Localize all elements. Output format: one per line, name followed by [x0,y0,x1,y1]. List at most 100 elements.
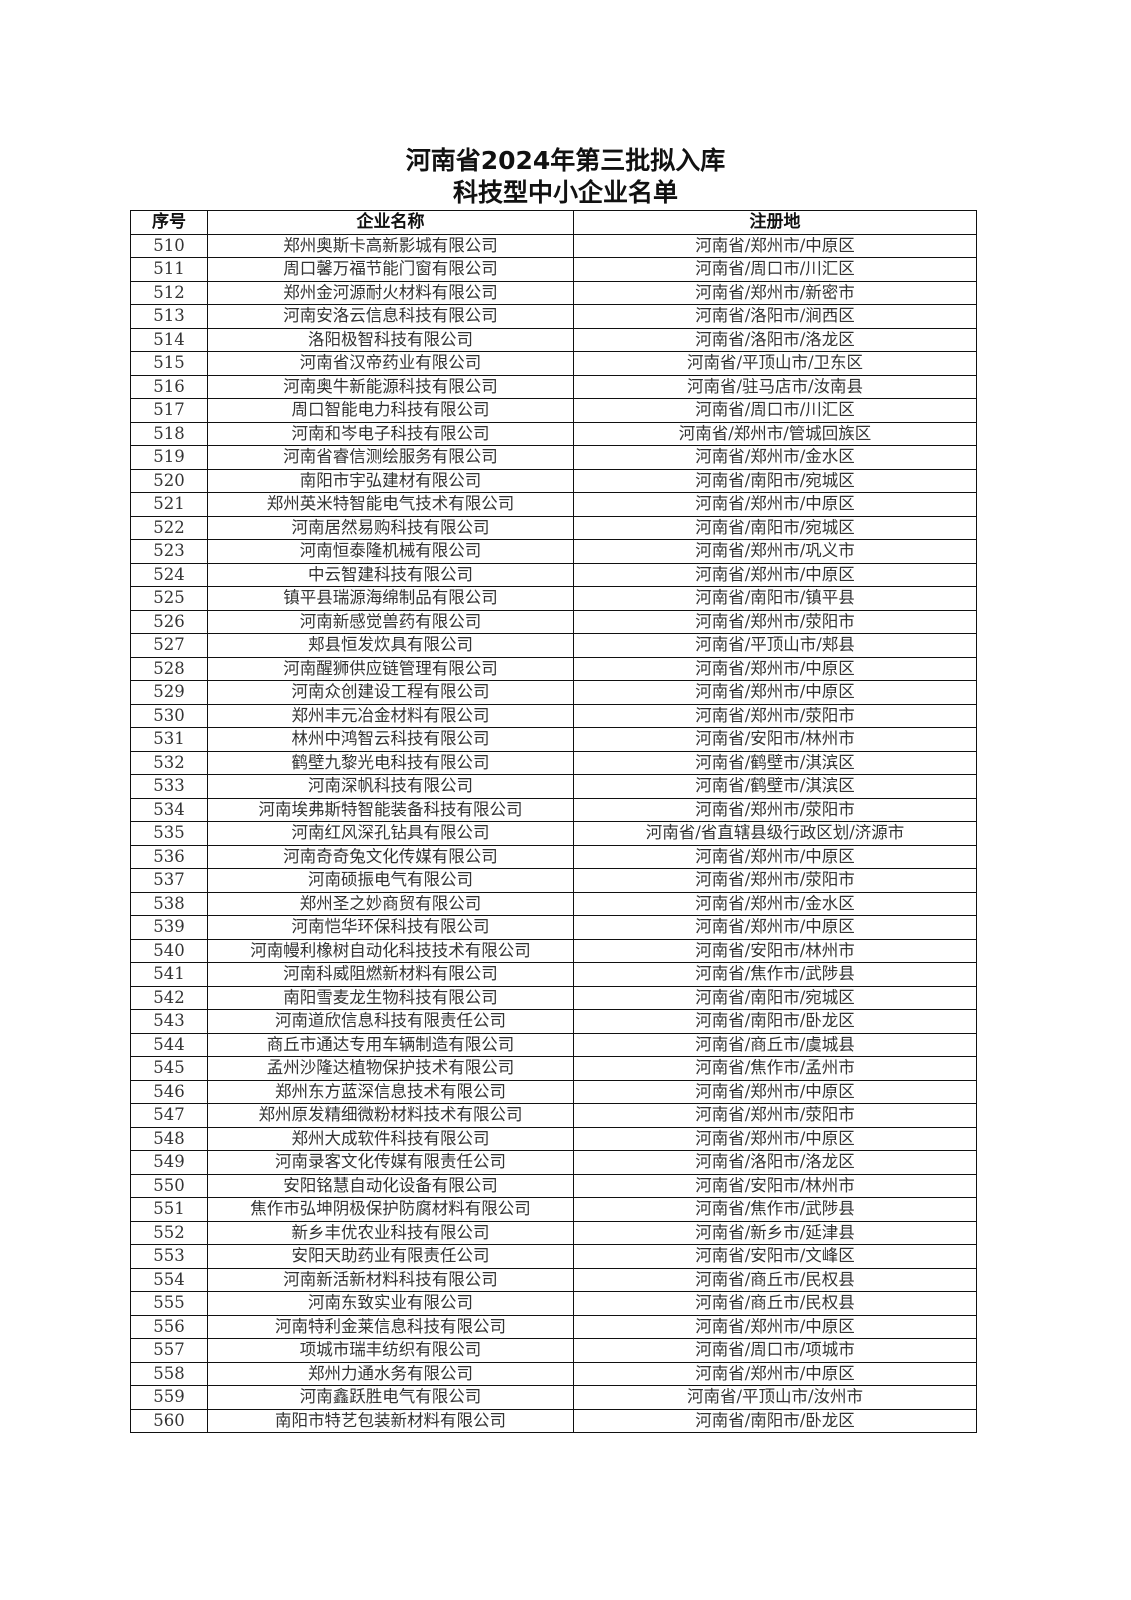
cell-seq: 523 [130,539,208,564]
cell-registered-location: 河南省/南阳市/卧龙区 [573,1009,977,1034]
cell-company-name: 孟州沙隆达植物保护技术有限公司 [207,1056,574,1081]
table-row: 536 河南奇奇兔文化传媒有限公司 河南省/郑州市/中原区 [130,844,977,869]
table-row: 521 郑州英米特智能电气技术有限公司 河南省/郑州市/中原区 [130,492,977,517]
cell-company-name: 河南东致实业有限公司 [207,1291,574,1316]
table-row: 547 郑州原发精细微粉材料技术有限公司 河南省/郑州市/荥阳市 [130,1103,977,1128]
cell-company-name: 郑州奥斯卡高新影城有限公司 [207,233,574,258]
cell-company-name: 周口馨万福节能门窗有限公司 [207,257,574,282]
cell-registered-location: 河南省/南阳市/宛城区 [573,468,977,493]
cell-registered-location: 河南省/郑州市/中原区 [573,915,977,940]
table-header-row: 序号 企业名称 注册地 [130,210,977,235]
cell-seq: 537 [130,868,208,893]
table-row: 526 河南新感觉兽药有限公司 河南省/郑州市/荥阳市 [130,609,977,634]
cell-registered-location: 河南省/商丘市/民权县 [573,1291,977,1316]
table-row: 529 河南众创建设工程有限公司 河南省/郑州市/中原区 [130,680,977,705]
table-row: 543 河南道欣信息科技有限责任公司 河南省/南阳市/卧龙区 [130,1009,977,1034]
cell-registered-location: 河南省/平顶山市/汝州市 [573,1385,977,1410]
cell-seq: 513 [130,304,208,329]
cell-registered-location: 河南省/郑州市/荥阳市 [573,868,977,893]
cell-registered-location: 河南省/郑州市/管城回族区 [573,421,977,446]
cell-seq: 552 [130,1220,208,1245]
cell-seq: 516 [130,374,208,399]
cell-company-name: 林州中鸿智云科技有限公司 [207,727,574,752]
cell-company-name: 河南众创建设工程有限公司 [207,680,574,705]
cell-company-name: 河南鑫跃胜电气有限公司 [207,1385,574,1410]
cell-registered-location: 河南省/南阳市/镇平县 [573,586,977,611]
cell-company-name: 河南和岑电子科技有限公司 [207,421,574,446]
cell-registered-location: 河南省/安阳市/林州市 [573,938,977,963]
cell-seq: 522 [130,515,208,540]
cell-company-name: 焦作市弘坤阴极保护防腐材料有限公司 [207,1197,574,1222]
cell-seq: 519 [130,445,208,470]
table-row: 530 郑州丰元冶金材料有限公司 河南省/郑州市/荥阳市 [130,703,977,728]
table-row: 559 河南鑫跃胜电气有限公司 河南省/平顶山市/汝州市 [130,1385,977,1410]
table-row: 540 河南幔利橡树自动化科技技术有限公司 河南省/安阳市/林州市 [130,938,977,963]
table-row: 513 河南安洛云信息科技有限公司 河南省/洛阳市/涧西区 [130,304,977,329]
cell-seq: 544 [130,1032,208,1057]
cell-seq: 533 [130,774,208,799]
cell-seq: 554 [130,1267,208,1292]
table-row: 552 新乡丰优农业科技有限公司 河南省/新乡市/延津县 [130,1220,977,1245]
cell-seq: 511 [130,257,208,282]
cell-registered-location: 河南省/郑州市/中原区 [573,844,977,869]
cell-company-name: 河南硕振电气有限公司 [207,868,574,893]
cell-seq: 541 [130,962,208,987]
cell-seq: 525 [130,586,208,611]
header-company-name: 企业名称 [207,210,574,235]
table-row: 533 河南深帆科技有限公司 河南省/鹤壁市/淇滨区 [130,774,977,799]
cell-registered-location: 河南省/南阳市/宛城区 [573,985,977,1010]
cell-company-name: 河南居然易购科技有限公司 [207,515,574,540]
table-row: 527 郏县恒发炊具有限公司 河南省/平顶山市/郏县 [130,633,977,658]
cell-registered-location: 河南省/安阳市/林州市 [573,727,977,752]
table-row: 512 郑州金河源耐火材料有限公司 河南省/郑州市/新密市 [130,280,977,305]
header-registered-location: 注册地 [573,210,977,235]
cell-seq: 538 [130,891,208,916]
table-row: 558 郑州力通水务有限公司 河南省/郑州市/中原区 [130,1361,977,1386]
cell-seq: 543 [130,1009,208,1034]
cell-company-name: 河南新活新材料科技有限公司 [207,1267,574,1292]
cell-registered-location: 河南省/郑州市/荥阳市 [573,703,977,728]
table-row: 534 河南埃弗斯特智能装备科技有限公司 河南省/郑州市/荥阳市 [130,797,977,822]
cell-seq: 531 [130,727,208,752]
cell-registered-location: 河南省/驻马店市/汝南县 [573,374,977,399]
cell-registered-location: 河南省/郑州市/巩义市 [573,539,977,564]
cell-seq: 539 [130,915,208,940]
cell-company-name: 河南省睿信测绘服务有限公司 [207,445,574,470]
cell-company-name: 河南深帆科技有限公司 [207,774,574,799]
table-row: 549 河南录客文化传媒有限责任公司 河南省/洛阳市/洛龙区 [130,1150,977,1175]
cell-company-name: 周口智能电力科技有限公司 [207,398,574,423]
cell-registered-location: 河南省/郑州市/中原区 [573,492,977,517]
cell-registered-location: 河南省/新乡市/延津县 [573,1220,977,1245]
document-title-line1: 河南省2024年第三批拟入库 [405,146,726,175]
cell-company-name: 河南科威阻燃新材料有限公司 [207,962,574,987]
table-row: 537 河南硕振电气有限公司 河南省/郑州市/荥阳市 [130,868,977,893]
cell-company-name: 商丘市通达专用车辆制造有限公司 [207,1032,574,1057]
cell-registered-location: 河南省/郑州市/中原区 [573,1079,977,1104]
cell-seq: 520 [130,468,208,493]
cell-seq: 540 [130,938,208,963]
cell-registered-location: 河南省/郑州市/中原区 [573,562,977,587]
table-row: 532 鹤壁九黎光电科技有限公司 河南省/鹤壁市/淇滨区 [130,750,977,775]
cell-seq: 542 [130,985,208,1010]
cell-company-name: 河南新感觉兽药有限公司 [207,609,574,634]
cell-registered-location: 河南省/省直辖县级行政区划/济源市 [573,821,977,846]
cell-company-name: 郑州原发精细微粉材料技术有限公司 [207,1103,574,1128]
cell-registered-location: 河南省/周口市/项城市 [573,1338,977,1363]
table-row: 556 河南特利金莱信息科技有限公司 河南省/郑州市/中原区 [130,1314,977,1339]
document-title-line2: 科技型中小企业名单 [452,178,678,207]
cell-seq: 556 [130,1314,208,1339]
cell-seq: 521 [130,492,208,517]
cell-company-name: 郏县恒发炊具有限公司 [207,633,574,658]
cell-seq: 559 [130,1385,208,1410]
cell-seq: 553 [130,1244,208,1269]
cell-seq: 560 [130,1408,208,1433]
cell-company-name: 河南道欣信息科技有限责任公司 [207,1009,574,1034]
cell-registered-location: 河南省/郑州市/新密市 [573,280,977,305]
cell-registered-location: 河南省/鹤壁市/淇滨区 [573,750,977,775]
cell-registered-location: 河南省/郑州市/金水区 [573,445,977,470]
table-body: 510 郑州奥斯卡高新影城有限公司 河南省/郑州市/中原区 511 周口馨万福节能门窗有… [130,233,977,1433]
cell-company-name: 郑州大成软件科技有限公司 [207,1126,574,1151]
cell-registered-location: 河南省/洛阳市/洛龙区 [573,1150,977,1175]
cell-seq: 530 [130,703,208,728]
table-row: 545 孟州沙隆达植物保护技术有限公司 河南省/焦作市/孟州市 [130,1056,977,1081]
